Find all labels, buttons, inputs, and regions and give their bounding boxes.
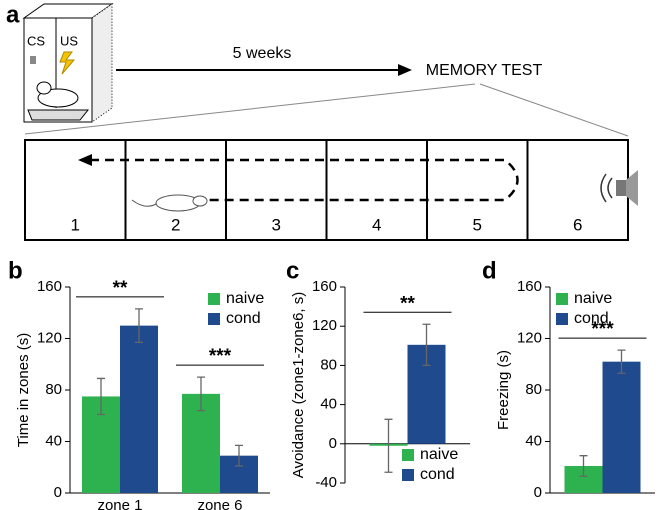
y-tick-label: 120	[37, 329, 62, 346]
bar	[120, 325, 158, 493]
zoom-line	[24, 83, 476, 135]
rat-head	[192, 195, 208, 207]
legend-label: cond	[226, 310, 261, 327]
panel-a: a CS US 5 weeks MEMORY TEST 1 2 3 4 5 6	[6, 1, 638, 241]
zone-label: 4	[372, 215, 381, 234]
error-bar	[235, 444, 243, 467]
significance-label: ***	[209, 346, 232, 367]
x-tick-label: zone 6	[197, 497, 242, 510]
legend-swatch	[208, 313, 220, 325]
y-tick-label: 160	[517, 278, 542, 295]
error-bar	[617, 349, 626, 374]
legend-label: naive	[574, 290, 612, 307]
y-tick-label: 160	[312, 278, 337, 295]
panel-letter: b	[8, 257, 23, 284]
panel-letter: d	[482, 257, 497, 284]
x-tick-label: zone 1	[97, 497, 142, 510]
bar	[602, 361, 641, 493]
legend-swatch	[402, 469, 414, 481]
y-tick-label: 0	[54, 484, 62, 501]
panel-letter: a	[6, 1, 20, 28]
cage-floor	[27, 109, 90, 121]
legend-swatch	[208, 293, 220, 305]
speaker-icon	[616, 180, 626, 196]
error-bar	[384, 418, 393, 473]
delay-label: 5 weeks	[233, 45, 292, 62]
y-tick-label: 40	[525, 432, 542, 449]
zone-labels: 1 2 3 4 5 6	[71, 215, 583, 234]
rat-head	[36, 81, 52, 95]
path-arrow	[78, 154, 92, 166]
y-tick-label: 40	[320, 396, 337, 413]
y-tick-label: 120	[312, 317, 337, 334]
y-tick-label: 80	[320, 356, 337, 373]
legend-swatch	[556, 313, 568, 325]
sound-waves	[600, 173, 613, 203]
legend-swatch	[402, 449, 414, 461]
legend-label: cond	[420, 466, 455, 483]
y-tick-label: 80	[525, 381, 542, 398]
y-tick-label: 120	[517, 329, 542, 346]
y-axis-label: Avoidance (zone1-zone6, s)	[290, 292, 307, 479]
speaker-cone	[626, 170, 638, 206]
zone-label: 6	[573, 215, 582, 234]
y-tick-label: -40	[315, 474, 337, 491]
y-tick-label: 80	[45, 381, 62, 398]
y-axis-label: Freezing (s)	[495, 350, 512, 430]
shock-icon	[59, 51, 76, 75]
legend-label: cond	[574, 310, 609, 327]
rat-tail	[131, 199, 157, 207]
test-label: MEMORY TEST	[426, 62, 543, 79]
us-label: US	[60, 33, 78, 48]
error-bar	[197, 376, 205, 412]
y-tick-label: 0	[329, 435, 337, 452]
legend-swatch	[556, 293, 568, 305]
zoom-line	[479, 83, 629, 137]
zone-label: 5	[473, 215, 482, 234]
y-tick-label: 0	[534, 484, 542, 501]
legend-label: naive	[420, 446, 458, 463]
y-axis-label: Time in zones (s)	[15, 333, 32, 447]
error-bar	[97, 377, 105, 416]
legend-label: naive	[226, 290, 264, 307]
arrow-head	[398, 64, 412, 76]
zone-label: 3	[272, 215, 281, 234]
error-bar	[579, 455, 588, 477]
zone-label: 2	[171, 215, 180, 234]
zone-label: 1	[71, 215, 80, 234]
error-bar	[135, 308, 143, 344]
speaker-icon	[30, 56, 36, 64]
y-tick-label: 40	[45, 432, 62, 449]
cage-side	[91, 3, 113, 123]
significance-label: ***	[591, 319, 614, 340]
cs-label: CS	[27, 33, 45, 48]
significance-label: **	[113, 278, 128, 299]
zone-dividers	[124, 140, 529, 240]
error-bar	[422, 323, 431, 367]
y-tick-label: 160	[37, 278, 62, 295]
significance-label: **	[400, 293, 415, 314]
panel-letter: c	[286, 257, 299, 284]
path-trace	[90, 158, 519, 202]
